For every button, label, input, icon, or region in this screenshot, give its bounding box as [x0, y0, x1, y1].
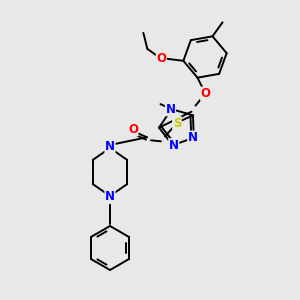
Text: N: N: [105, 140, 115, 154]
Text: N: N: [169, 139, 179, 152]
Text: O: O: [156, 52, 166, 65]
Text: O: O: [128, 123, 138, 136]
Text: O: O: [200, 87, 211, 100]
Text: N: N: [166, 103, 176, 116]
Text: N: N: [105, 190, 115, 203]
Text: N: N: [188, 131, 198, 144]
Text: S: S: [173, 117, 181, 130]
